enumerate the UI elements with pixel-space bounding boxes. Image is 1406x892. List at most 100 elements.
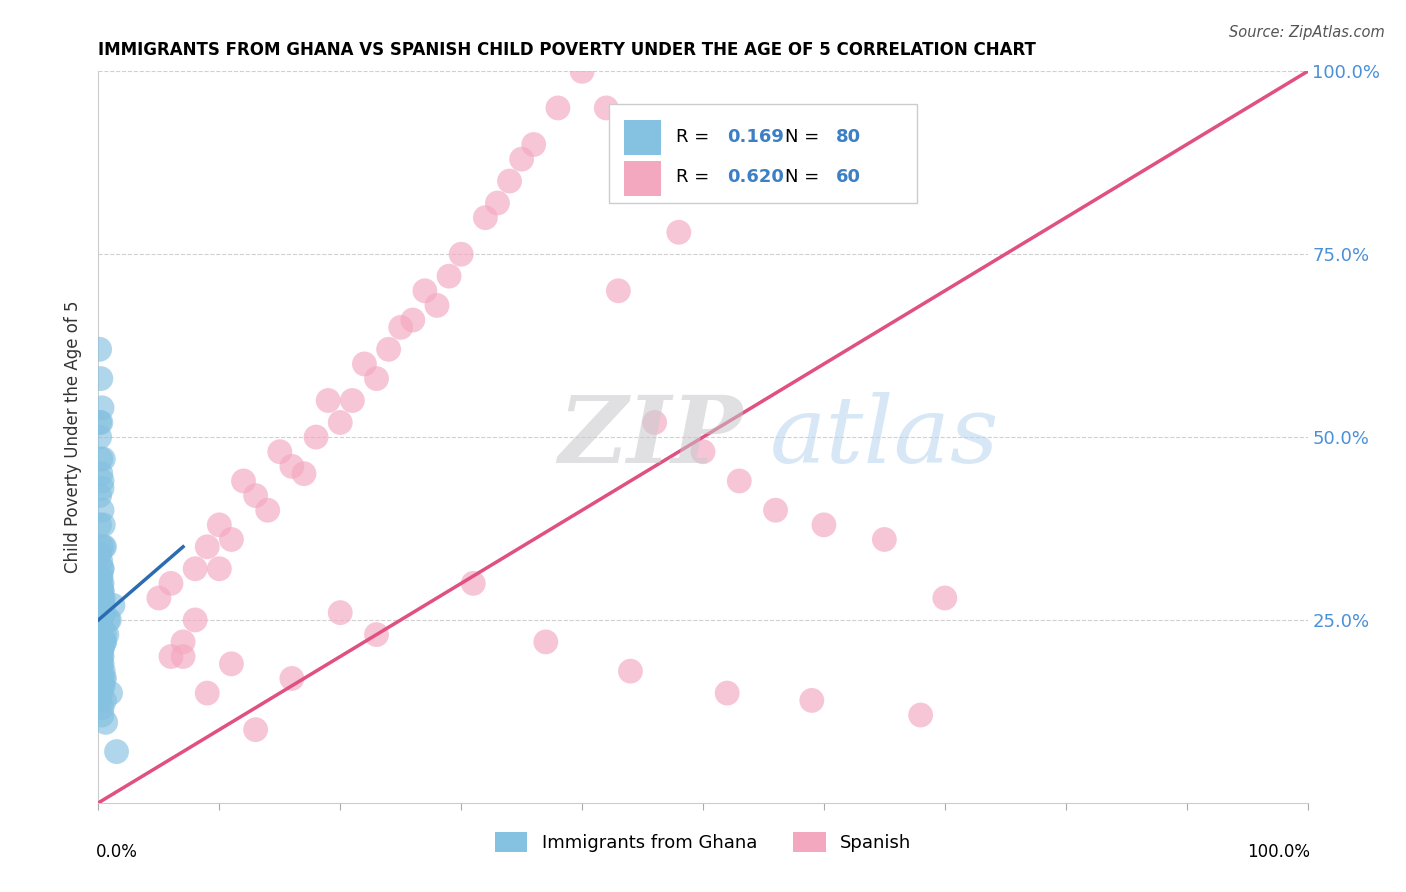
Point xyxy=(208,562,231,576)
Point xyxy=(89,517,111,532)
Point xyxy=(631,174,654,188)
Text: 60: 60 xyxy=(837,169,860,186)
Point xyxy=(101,599,124,613)
Point xyxy=(571,64,593,78)
Point xyxy=(89,547,111,561)
Point xyxy=(668,225,690,239)
Text: N =: N = xyxy=(785,128,825,146)
Point xyxy=(89,591,111,605)
Text: IMMIGRANTS FROM GHANA VS SPANISH CHILD POVERTY UNDER THE AGE OF 5 CORRELATION CH: IMMIGRANTS FROM GHANA VS SPANISH CHILD P… xyxy=(98,41,1036,59)
Point xyxy=(402,313,425,327)
Point xyxy=(91,635,114,649)
Point xyxy=(90,613,112,627)
Point xyxy=(90,569,112,583)
Text: R =: R = xyxy=(676,128,716,146)
Point xyxy=(208,517,231,532)
Point xyxy=(93,540,115,554)
Point xyxy=(91,649,114,664)
Point xyxy=(510,152,533,166)
Point xyxy=(172,649,194,664)
Point xyxy=(90,606,112,620)
Point xyxy=(595,101,617,115)
Point xyxy=(89,416,111,430)
Y-axis label: Child Poverty Under the Age of 5: Child Poverty Under the Age of 5 xyxy=(65,301,83,574)
Point xyxy=(90,540,112,554)
Point xyxy=(281,672,304,686)
Point xyxy=(184,562,207,576)
Point xyxy=(195,686,218,700)
Point xyxy=(765,503,787,517)
Point xyxy=(91,606,114,620)
Point xyxy=(221,657,243,671)
Point xyxy=(91,562,114,576)
Point xyxy=(316,393,339,408)
Point xyxy=(93,693,115,707)
Point xyxy=(91,599,114,613)
Text: 80: 80 xyxy=(837,128,860,146)
Point xyxy=(91,642,114,657)
Point xyxy=(91,606,114,620)
Point xyxy=(450,247,472,261)
Text: N =: N = xyxy=(785,169,825,186)
Point xyxy=(800,693,823,707)
Point xyxy=(91,664,114,678)
Point xyxy=(91,599,114,613)
Point xyxy=(437,269,460,284)
Point xyxy=(100,686,122,700)
Point xyxy=(89,583,111,598)
Text: ZIP: ZIP xyxy=(558,392,742,482)
Point xyxy=(90,452,112,467)
Point xyxy=(91,401,114,415)
Point xyxy=(91,606,114,620)
Point xyxy=(105,745,128,759)
Point xyxy=(91,635,114,649)
Point xyxy=(184,613,207,627)
Point xyxy=(90,599,112,613)
FancyBboxPatch shape xyxy=(609,104,917,203)
Point xyxy=(91,642,114,657)
Point xyxy=(89,686,111,700)
Point xyxy=(91,452,114,467)
Point xyxy=(353,357,375,371)
Point xyxy=(90,657,112,671)
Point xyxy=(91,562,114,576)
Point xyxy=(305,430,328,444)
Point xyxy=(91,672,114,686)
Point xyxy=(90,467,112,481)
Point xyxy=(245,723,267,737)
Point xyxy=(644,416,666,430)
Point xyxy=(523,137,546,152)
Point xyxy=(89,620,111,634)
Point xyxy=(426,298,449,312)
Point xyxy=(93,635,115,649)
Text: 0.169: 0.169 xyxy=(727,128,785,146)
Point xyxy=(716,686,738,700)
Point xyxy=(413,284,436,298)
Text: atlas: atlas xyxy=(769,392,1000,482)
Legend: Immigrants from Ghana, Spanish: Immigrants from Ghana, Spanish xyxy=(488,824,918,860)
Point xyxy=(91,583,114,598)
Point xyxy=(89,576,111,591)
Point xyxy=(91,517,114,532)
Point xyxy=(90,416,112,430)
Point xyxy=(89,489,111,503)
Point xyxy=(91,591,114,605)
Point xyxy=(292,467,315,481)
Point xyxy=(90,613,112,627)
Text: 100.0%: 100.0% xyxy=(1247,843,1310,861)
Point xyxy=(94,715,117,730)
Point xyxy=(910,708,932,723)
Point xyxy=(90,686,112,700)
Point xyxy=(90,554,112,568)
Point xyxy=(148,591,170,605)
Point xyxy=(90,371,112,385)
Point xyxy=(91,679,114,693)
Point xyxy=(474,211,496,225)
Point xyxy=(91,679,114,693)
Point xyxy=(91,576,114,591)
Point xyxy=(91,657,114,671)
Point xyxy=(377,343,399,357)
Point xyxy=(89,591,111,605)
Point xyxy=(89,343,111,357)
Point xyxy=(329,606,352,620)
